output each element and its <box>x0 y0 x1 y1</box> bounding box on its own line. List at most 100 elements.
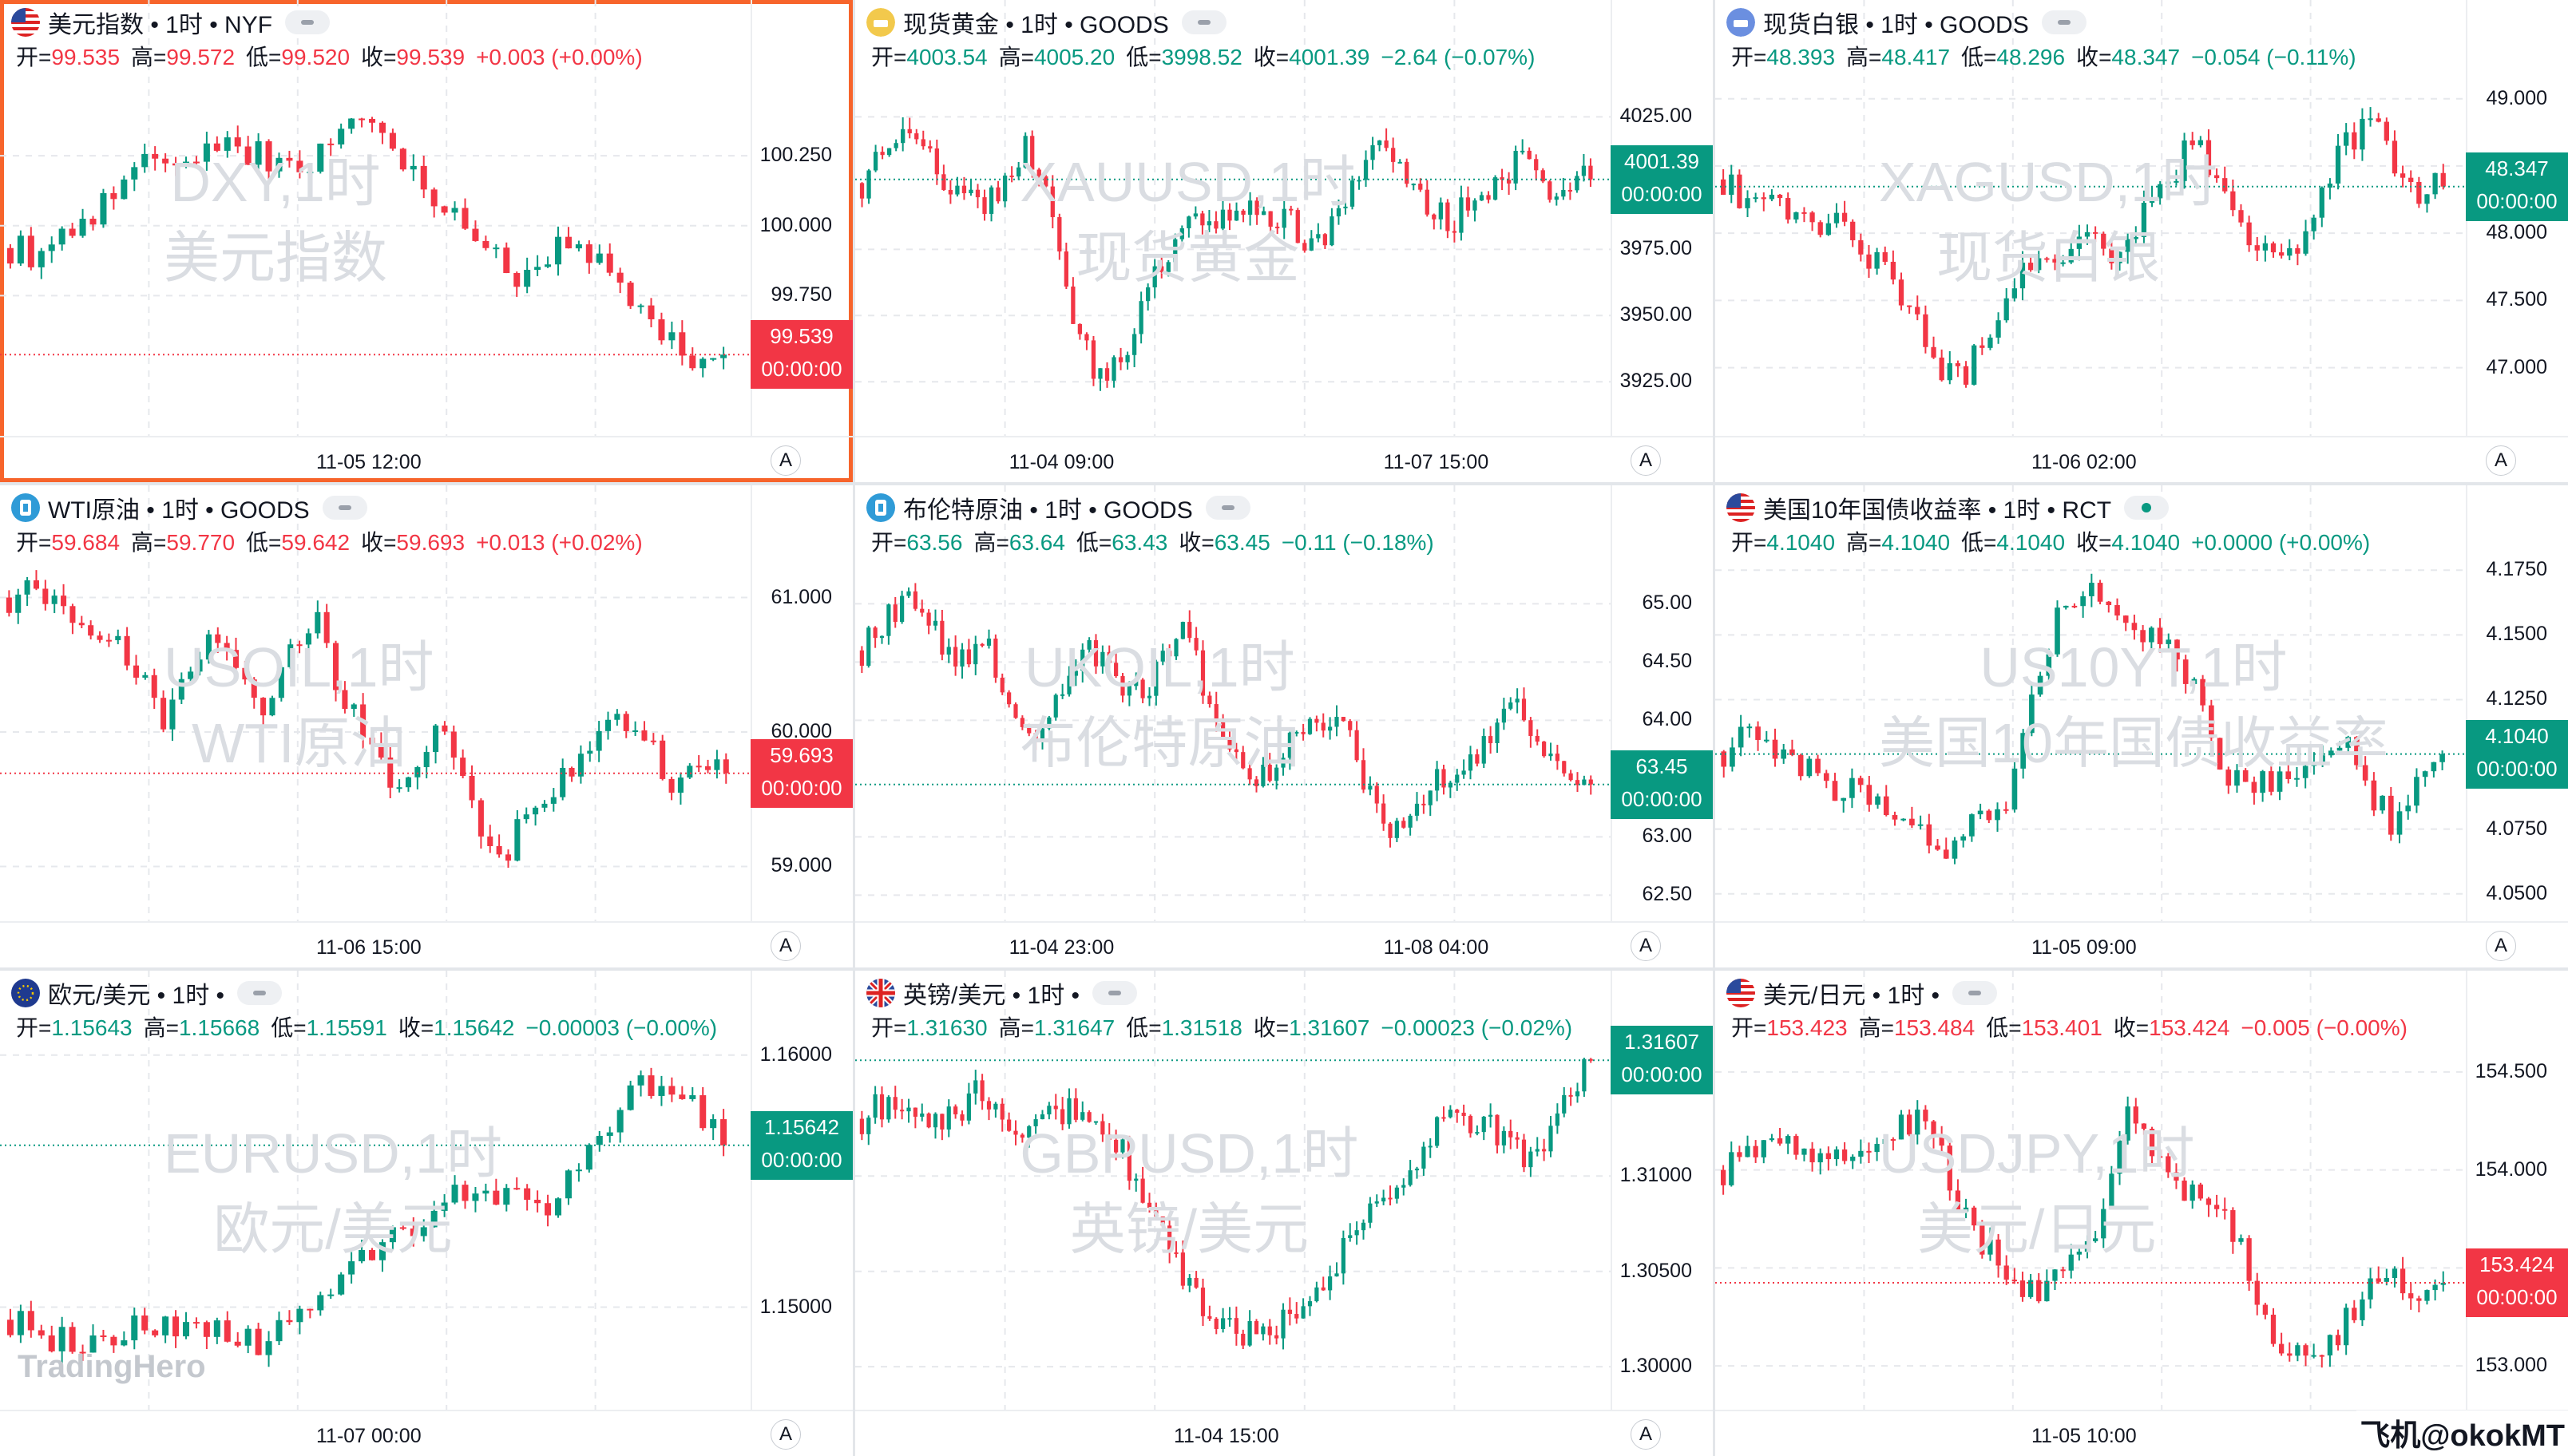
candle-body <box>1067 1098 1072 1125</box>
symbol-title[interactable]: 现货黄金 • 1时 • GOODS <box>903 12 1169 38</box>
symbol-title[interactable]: 现货白银 • 1时 • GOODS <box>1763 12 2029 38</box>
high-value: 153.484 <box>1893 1015 1976 1040</box>
market-status-pill[interactable] <box>237 981 283 1005</box>
market-status-pill[interactable] <box>285 10 331 34</box>
candle-body <box>2432 1284 2438 1291</box>
symbol-title[interactable]: 布伦特原油 • 1时 • GOODS <box>903 497 1193 524</box>
auto-scale-button[interactable]: A <box>1631 445 1661 476</box>
chart-panel-gbpusd[interactable]: GBPUSD,1时 英镑/美元 英镑/美元 • 1时 • 开=1.31630 高=1.3… <box>855 971 1713 1456</box>
chart-panel-xau[interactable]: XAUUSD,1时 现货黄金 现货黄金 • 1时 • GOODS 开=4003.54 高… <box>855 0 1713 482</box>
change-value: +0.013 (+0.02%) <box>476 530 643 555</box>
candle-body <box>1384 140 1389 148</box>
candle-body <box>679 332 686 356</box>
auto-scale-button[interactable]: A <box>771 931 801 961</box>
candle-body <box>650 740 656 742</box>
symbol-header[interactable]: 布伦特原油 • 1时 • GOODS <box>866 490 1250 525</box>
high-value: 99.572 <box>166 45 236 69</box>
symbol-header[interactable]: 欧元/美元 • 1时 • <box>11 975 283 1011</box>
candle-body <box>554 236 562 265</box>
candle-body <box>1093 640 1099 667</box>
chart-panel-wti[interactable]: USOIL,1时 WTI原油 WTI原油 • 1时 • GOODS 开=59.684 高… <box>0 485 853 967</box>
candle-body <box>224 137 231 151</box>
candle-body <box>926 612 931 626</box>
candle-body <box>1401 821 1406 828</box>
symbol-title[interactable]: 美国10年国债收益率 • 1时 • RCT <box>1763 497 2112 524</box>
candle-body <box>2019 263 2026 289</box>
symbol-title[interactable]: 美元指数 • 1时 • NYF <box>48 12 273 38</box>
candlestick-chart[interactable] <box>0 0 853 482</box>
symbol-header[interactable]: WTI原油 • 1时 • GOODS <box>11 490 367 525</box>
symbol-header[interactable]: 美元指数 • 1时 • NYF <box>11 5 331 40</box>
auto-scale-button[interactable]: A <box>1631 1419 1661 1450</box>
market-status-pill[interactable] <box>2041 10 2086 34</box>
candle-body <box>1745 1145 1750 1157</box>
candle-body <box>1737 174 1742 208</box>
candle-body <box>1187 622 1192 639</box>
auto-scale-button[interactable]: A <box>771 1419 801 1450</box>
symbol-title[interactable]: 欧元/美元 • 1时 • <box>48 983 225 1009</box>
chart-panel-xag[interactable]: XAGUSD,1时 现货白银 现货白银 • 1时 • GOODS 开=48.393 高=… <box>1715 0 2568 482</box>
candle-body <box>2027 263 2034 271</box>
last-price-tag: 153.424 00:00:00 <box>2466 1248 2568 1318</box>
candlestick-chart[interactable] <box>1715 485 2568 967</box>
auto-scale-button[interactable]: A <box>2486 445 2516 476</box>
candle-body <box>658 318 665 341</box>
candle-body <box>2368 118 2373 121</box>
symbol-header[interactable]: 英镑/美元 • 1时 • <box>866 975 1138 1011</box>
candlestick-chart[interactable] <box>1715 971 2568 1456</box>
market-status-pill[interactable] <box>1181 10 1227 34</box>
candlestick-chart[interactable] <box>855 485 1713 967</box>
high-label: 高 <box>998 1015 1021 1040</box>
symbol-header[interactable]: 美国10年国债收益率 • 1时 • RCT <box>1726 490 2170 525</box>
change-value: −0.00003 (−0.00%) <box>525 1015 718 1040</box>
candlestick-chart[interactable] <box>855 971 1713 1456</box>
high-label: 高 <box>1858 1015 1881 1040</box>
candle-body <box>1548 1126 1553 1152</box>
market-status-pill[interactable] <box>1092 981 1138 1005</box>
symbol-header[interactable]: 现货黄金 • 1时 • GOODS <box>866 5 1227 40</box>
chart-panel-usdjpy[interactable]: USDJPY,1时 美元/日元 美元/日元 • 1时 • 开=153.423 高=153… <box>1715 971 2568 1456</box>
chart-panel-brent[interactable]: UKOIL,1时 布伦特原油 布伦特原油 • 1时 • GOODS 开=63.56 高=… <box>855 485 1713 967</box>
candle-body <box>920 608 925 613</box>
auto-scale-button[interactable]: A <box>2486 931 2516 961</box>
candle-body <box>1769 1138 1775 1141</box>
market-status-pill[interactable] <box>1205 496 1250 520</box>
chart-panel-us10y[interactable]: US10YT,1时 美国10年国债收益率 美国10年国债收益率 • 1时 • RCT… <box>1715 485 2568 967</box>
candlestick-chart[interactable] <box>0 485 853 967</box>
candlestick-chart[interactable] <box>0 971 853 1456</box>
market-open-indicator[interactable] <box>2124 496 2170 520</box>
chart-panel-dxy[interactable]: DXY,1时 美元指数 美元指数 • 1时 • NYF 开=99.535 高=99.57… <box>0 0 853 482</box>
auto-scale-button[interactable]: A <box>771 445 801 476</box>
symbol-header[interactable]: 美元/日元 • 1时 • <box>1726 975 1998 1011</box>
auto-scale-button[interactable]: A <box>1631 931 1661 961</box>
candle-body <box>255 140 262 165</box>
candle-body <box>1114 663 1119 676</box>
candle-body <box>2197 1184 2203 1199</box>
candle-body <box>879 1094 885 1120</box>
candle-body <box>1187 1277 1192 1286</box>
candle-body <box>1002 175 1008 202</box>
candle-body <box>2182 1180 2187 1201</box>
candlestick-chart[interactable] <box>1715 0 2568 482</box>
symbol-title[interactable]: WTI原油 • 1时 • GOODS <box>48 497 310 524</box>
symbol-title[interactable]: 英镑/美元 • 1时 • <box>903 983 1080 1009</box>
candle-body <box>1567 189 1573 192</box>
candle-body <box>880 152 885 156</box>
market-status-pill[interactable] <box>322 496 367 520</box>
candle-body <box>88 625 94 636</box>
candle-body <box>1890 261 1896 280</box>
symbol-title[interactable]: 美元/日元 • 1时 • <box>1763 983 1940 1009</box>
candlestick-chart[interactable] <box>855 0 1713 482</box>
candle-body <box>1241 210 1246 215</box>
symbol-header[interactable]: 现货白银 • 1时 • GOODS <box>1726 5 2086 40</box>
candle-body <box>1053 694 1058 718</box>
candle-body <box>1421 1146 1426 1169</box>
candle-body <box>152 153 159 159</box>
candle-body <box>1159 266 1164 272</box>
candle-body <box>2084 1240 2090 1252</box>
price-tick-label: 4.0500 <box>2486 881 2547 904</box>
open-label: 开 <box>16 1015 39 1040</box>
market-status-pill[interactable] <box>1952 981 1998 1005</box>
candle-body <box>1013 1130 1018 1135</box>
candle-body <box>658 1086 665 1096</box>
